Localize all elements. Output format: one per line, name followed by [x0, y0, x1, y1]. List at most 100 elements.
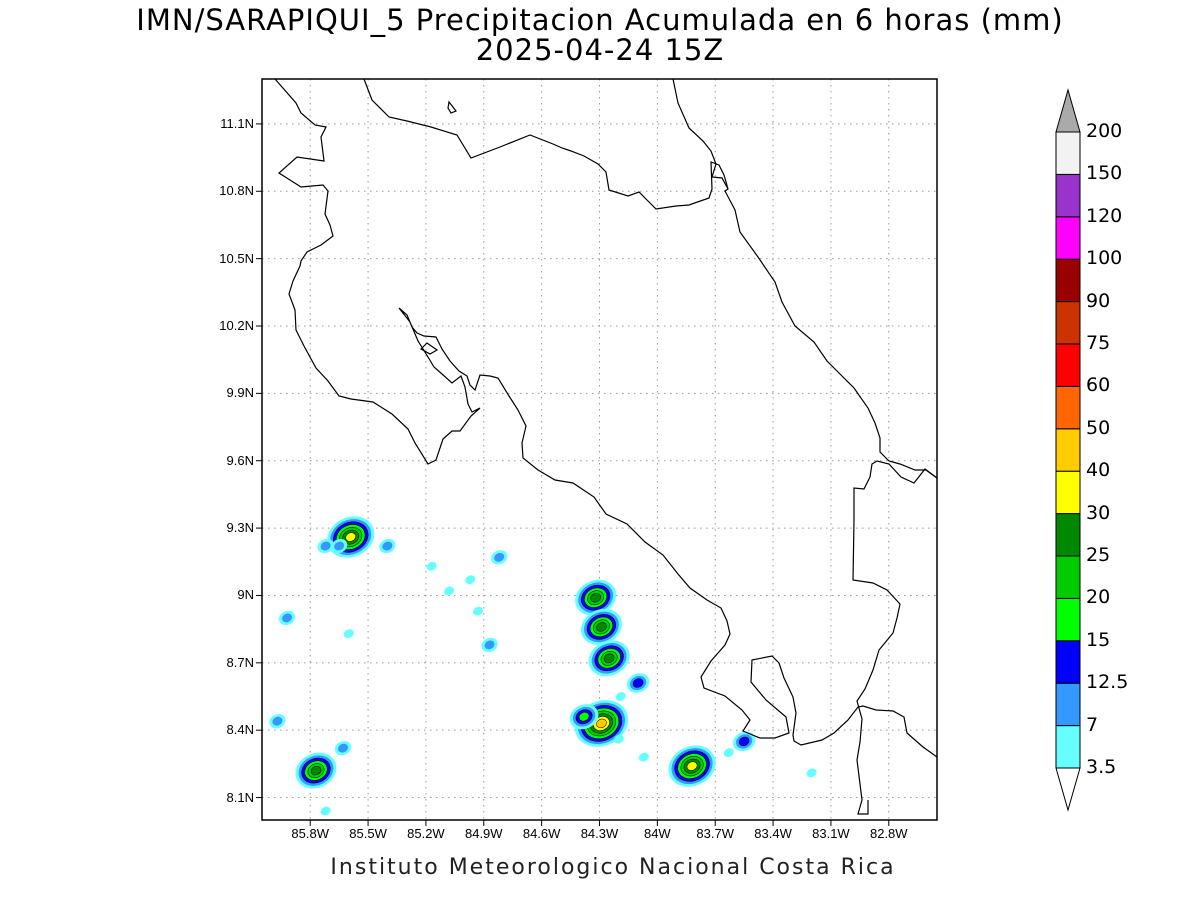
panama-border: [852, 460, 937, 815]
colorbar-swatch: [1055, 640, 1081, 684]
colorbar-swatch: [1055, 470, 1081, 515]
lat-label: 8.7N: [226, 654, 254, 670]
rain-contour: [613, 734, 624, 744]
rain-cell: [613, 734, 624, 744]
colorbar-swatch: [1055, 385, 1081, 430]
lat-label: 10.5N: [219, 250, 254, 266]
rain-cell: [295, 752, 337, 789]
rain-cell: [269, 714, 286, 729]
lat-label: 10.8N: [219, 183, 254, 199]
rain-contour: [343, 629, 354, 639]
rain-cell: [426, 561, 437, 571]
colorbar-level-label: 3.5: [1086, 756, 1117, 778]
map-title: IMN/SARAPIQUI_5 Precipitacion Acumulada …: [136, 3, 1064, 37]
rain-contour: [310, 765, 322, 776]
gulf-island: [420, 342, 439, 355]
colorbar-level-label: 7: [1086, 713, 1099, 736]
colorbar-upper-arrow: [1055, 88, 1081, 133]
rain-contour: [382, 541, 393, 551]
lon-label: 85.8W: [291, 826, 329, 841]
rain-cell: [588, 640, 630, 677]
lon-label: 82.8W: [869, 826, 908, 841]
lon-label: 84.3W: [580, 826, 619, 841]
lon-label: 84.6W: [522, 826, 561, 841]
map-datetime: 2025-04-24 15Z: [475, 33, 725, 67]
caribbean-coastline: [672, 79, 937, 479]
rain-contour: [686, 761, 698, 771]
lat-label: 9.3N: [226, 520, 254, 536]
rain-contour: [465, 575, 476, 585]
rain-contour: [345, 532, 357, 542]
lat-label: 9.9N: [226, 385, 254, 401]
colorbar-level-label: 90: [1086, 289, 1111, 312]
lat-label: 11.1N: [220, 115, 254, 131]
lon-label: 84W: [643, 826, 671, 841]
precipitation-field: [269, 516, 817, 816]
colorbar-swatch: [1055, 428, 1081, 472]
colorbar-swatch: [1055, 682, 1081, 727]
coastline: [274, 79, 937, 815]
colorbar-swatch: [1055, 555, 1081, 599]
colorbar-level-label: 200: [1086, 120, 1123, 142]
colorbar: [1055, 88, 1081, 812]
rain-cell: [806, 768, 817, 778]
rain-cell: [343, 629, 354, 639]
colorbar-swatch: [1055, 513, 1081, 557]
colorbar-level-label: 120: [1086, 204, 1123, 227]
rain-contour: [596, 718, 607, 729]
colorbar-level-label: 75: [1086, 332, 1111, 354]
rain-contour: [320, 541, 331, 551]
lon-label: 85.2W: [407, 826, 445, 841]
lat-label: 9.6N: [226, 452, 254, 468]
rain-contour: [334, 541, 345, 551]
rain-contour: [603, 653, 615, 663]
rain-cell: [569, 704, 599, 730]
rain-cell: [320, 806, 331, 816]
rain-contour: [320, 806, 331, 816]
colorbar-level-label: 12.5: [1086, 671, 1129, 694]
rain-contour: [494, 552, 505, 562]
colorbar-swatch: [1055, 258, 1081, 303]
colorbar-level-label: 30: [1086, 501, 1111, 524]
rain-contour: [596, 622, 607, 632]
rain-cell: [379, 538, 396, 554]
rain-contour: [282, 613, 293, 623]
rain-contour: [444, 586, 455, 596]
rain-cell: [472, 606, 484, 616]
rain-cell: [732, 731, 756, 752]
rain-cell: [327, 516, 375, 558]
rain-cell: [615, 692, 626, 701]
colorbar-level-label: 150: [1086, 162, 1123, 185]
lat-label: 9N: [237, 587, 254, 603]
rain-cell: [491, 550, 508, 565]
rain-contour: [337, 743, 349, 753]
rain-contour: [615, 692, 626, 701]
lat-label: 10.2N: [219, 318, 254, 333]
rain-cell: [278, 610, 296, 626]
rain-contour: [632, 678, 644, 688]
rain-contour: [638, 752, 649, 762]
colorbar-level-label: 100: [1086, 247, 1123, 270]
rain-contour: [484, 640, 495, 650]
colorbar-swatch: [1055, 725, 1081, 769]
lon-label: 85.5W: [349, 826, 387, 841]
rain-cell: [444, 586, 455, 596]
rain-contour: [723, 748, 734, 758]
pacific-coastline: [274, 79, 937, 758]
lake-island: [447, 100, 457, 114]
rain-cell: [668, 745, 716, 787]
rain-contour: [738, 736, 750, 747]
colorbar-level-label: 25: [1086, 544, 1111, 566]
rain-contour: [590, 593, 601, 603]
rain-cell: [481, 637, 498, 652]
rain-cell: [575, 579, 617, 616]
rain-contour: [806, 768, 817, 778]
colorbar-level-label: 15: [1086, 628, 1111, 651]
lon-label: 83.7W: [696, 826, 734, 841]
colorbar-level-label: 20: [1086, 586, 1111, 609]
rain-cell: [465, 575, 476, 585]
rain-cell: [626, 673, 650, 693]
axis-ticks: [256, 123, 890, 826]
colorbar-level-label: 50: [1086, 416, 1111, 439]
